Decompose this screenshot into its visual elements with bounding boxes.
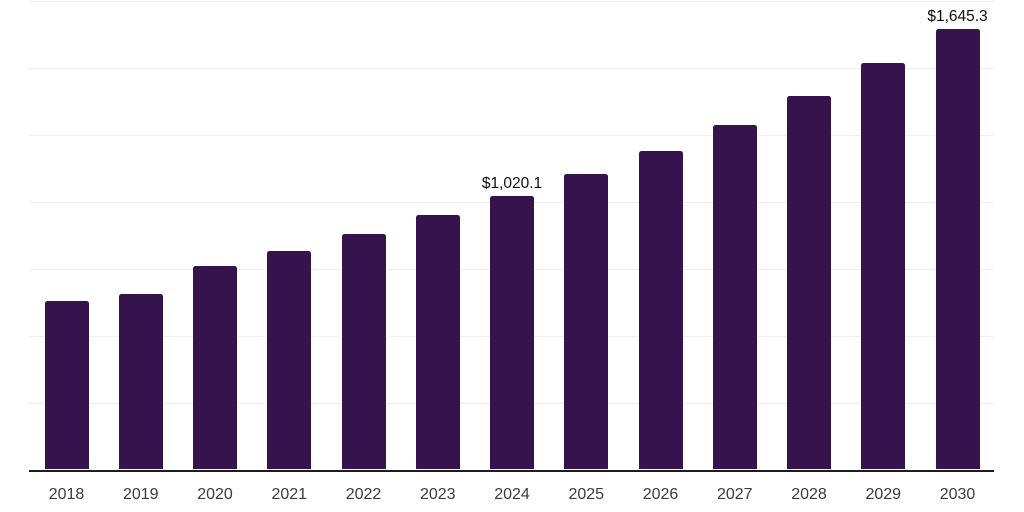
x-tick-label-2025: 2025	[568, 486, 605, 503]
x-tick-label-2018: 2018	[48, 486, 85, 503]
bar-2019[interactable]	[118, 294, 163, 470]
data-label-2024: $1,020.1	[481, 175, 543, 193]
x-tick-label-2026: 2026	[642, 486, 679, 503]
gridline-1750	[29, 0, 994, 2]
data-label-2030: $1,645.3	[927, 7, 988, 25]
x-tick-label-2020: 2020	[197, 486, 233, 503]
x-axis-line	[29, 469, 994, 472]
bar-2022[interactable]	[341, 234, 386, 470]
x-tick-label-2029: 2029	[865, 486, 902, 503]
bar-2018[interactable]	[44, 300, 89, 470]
bar-2021[interactable]	[267, 250, 312, 470]
bar-2024[interactable]	[490, 196, 534, 470]
x-tick-label-2027: 2027	[716, 486, 753, 503]
x-tick-label-2023: 2023	[419, 486, 456, 503]
x-tick-label-2030: 2030	[939, 486, 976, 503]
bar-2028[interactable]	[787, 96, 831, 470]
x-tick-label-2024: 2024	[494, 486, 530, 503]
x-tick-label-2021: 2021	[271, 486, 308, 503]
bar-2026[interactable]	[638, 150, 683, 470]
bar-2027[interactable]	[712, 124, 757, 470]
bar-2023[interactable]	[415, 214, 460, 470]
x-tick-label-2019: 2019	[122, 486, 159, 503]
x-tick-label-2028: 2028	[791, 486, 827, 503]
bar-2025[interactable]	[564, 173, 609, 470]
bar-2020[interactable]	[193, 265, 237, 470]
x-tick-label-2022: 2022	[345, 486, 382, 503]
gridline-1250	[29, 134, 994, 136]
gridline-1500	[29, 67, 994, 69]
bar-2029[interactable]	[861, 62, 906, 470]
bar-2030[interactable]	[935, 28, 980, 470]
